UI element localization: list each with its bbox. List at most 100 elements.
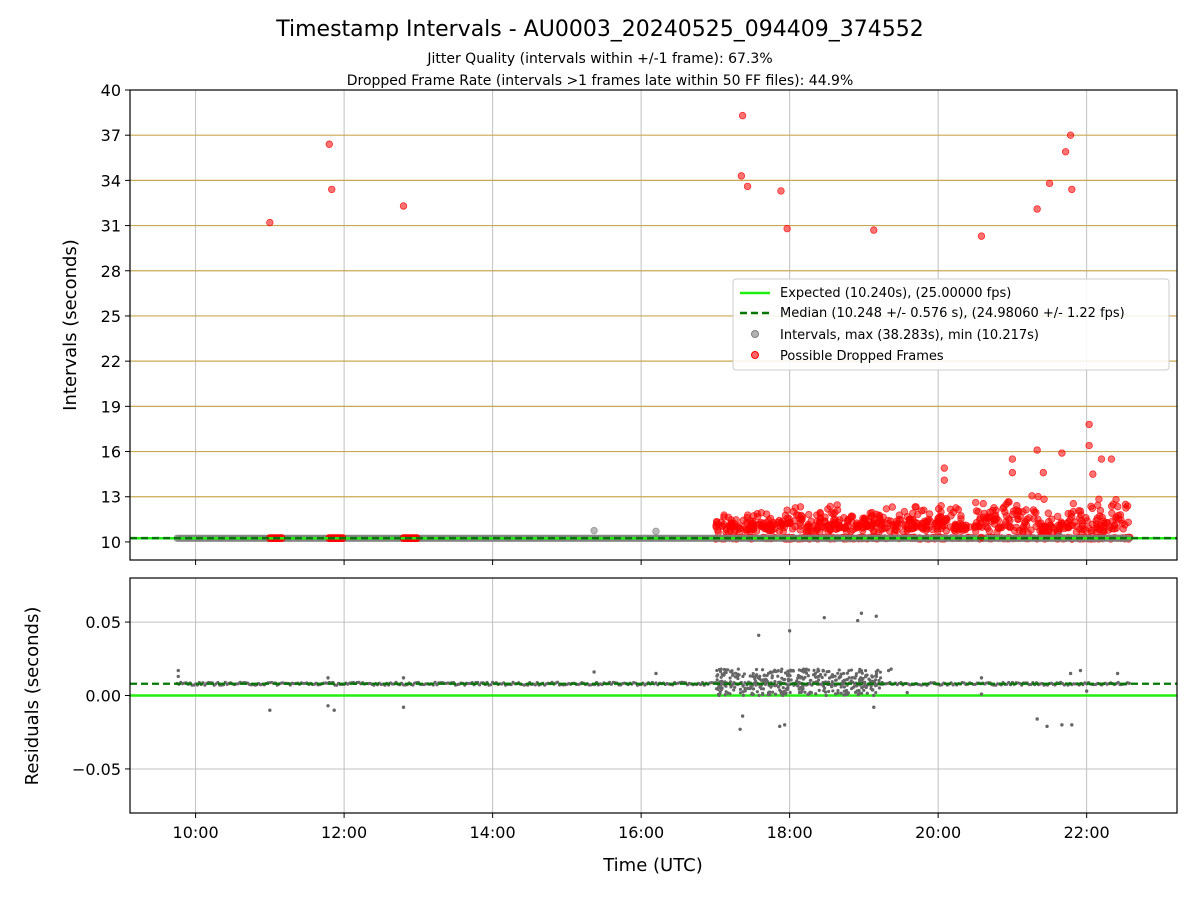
- residual-point: [1060, 723, 1064, 727]
- residual-point: [860, 691, 864, 695]
- dropped-frame-point: [1096, 521, 1104, 529]
- dropped-frame-point: [1002, 500, 1011, 508]
- residual-point: [719, 675, 723, 679]
- residual-point: [823, 686, 827, 690]
- residual-point: [733, 685, 737, 689]
- residual-point: [715, 678, 719, 682]
- residual-point: [740, 714, 745, 718]
- dropped-frame-point: [899, 527, 907, 536]
- dropped-frame-point: [1114, 502, 1122, 511]
- residual-point: [877, 678, 881, 683]
- residual-point: [839, 672, 843, 676]
- residual-point: [750, 692, 754, 696]
- dropped-frame-point: [859, 523, 867, 531]
- residual-point: [814, 680, 818, 684]
- residual-point: [731, 672, 735, 676]
- residual-point: [734, 671, 738, 675]
- residual-point: [1035, 717, 1039, 721]
- dropped-frame-point: [1122, 504, 1130, 512]
- residuals-ytick-label: −0.05: [72, 760, 121, 779]
- residual-point: [874, 614, 878, 618]
- dropped-frame-point: [753, 509, 761, 518]
- residual-point: [768, 693, 772, 697]
- residual-point: [1007, 680, 1011, 685]
- dropped-frame-point: [889, 520, 897, 529]
- residual-point: [728, 676, 732, 680]
- dropped-frame-point: [994, 524, 1003, 533]
- dropped-frame-point: [1068, 185, 1076, 194]
- dropped-frame-point: [1069, 499, 1078, 508]
- dropped-frame-point: [957, 512, 965, 520]
- dropped-frame-point: [943, 516, 951, 524]
- residual-point: [842, 693, 846, 697]
- residual-point: [834, 678, 838, 682]
- residual-point: [816, 667, 820, 671]
- residual-point: [905, 690, 909, 695]
- residual-point: [859, 677, 864, 682]
- residual-point: [738, 727, 742, 731]
- dropped-frame-point: [813, 511, 821, 519]
- residual-point: [853, 676, 857, 680]
- dropped-frame-point: [875, 511, 884, 520]
- dropped-frame-point: [979, 499, 987, 508]
- residual-point: [756, 633, 761, 637]
- residual-point: [761, 691, 765, 695]
- residual-point: [1068, 671, 1073, 676]
- residual-point: [743, 689, 747, 693]
- residual-point: [478, 683, 482, 687]
- residual-point: [433, 680, 437, 684]
- x-tick-label: 16:00: [618, 823, 664, 842]
- residual-point: [849, 679, 853, 683]
- residual-point: [812, 668, 816, 672]
- dropped-frame-point: [1054, 512, 1062, 521]
- residual-point: [716, 687, 720, 691]
- residual-point: [749, 684, 753, 688]
- residual-point: [847, 669, 851, 673]
- intervals-ytick-label: 19: [101, 397, 121, 416]
- intervals-axes-frame: [129, 89, 1178, 561]
- residual-point: [839, 691, 843, 695]
- residual-point: [862, 688, 866, 692]
- residual-point: [842, 678, 847, 683]
- residual-point: [748, 674, 752, 678]
- dropped-frame-point: [1022, 506, 1030, 514]
- residual-point: [769, 685, 773, 689]
- residual-point: [592, 670, 596, 674]
- residual-point: [719, 680, 724, 685]
- dropped-frame-point: [328, 185, 336, 194]
- dropped-frame-point: [940, 476, 949, 484]
- chart-subtitle-jitter: Jitter Quality (intervals within +/-1 fr…: [426, 51, 772, 67]
- residual-point: [857, 691, 861, 696]
- residual-point: [874, 683, 879, 687]
- dropped-frame-point: [1039, 468, 1048, 477]
- residual-point: [723, 693, 727, 697]
- dropped-frame-point: [961, 526, 970, 534]
- residuals-marks: [130, 611, 1177, 731]
- dropped-frame-point: [1046, 521, 1055, 529]
- x-tick-label: 18:00: [767, 823, 813, 842]
- dropped-frame-point: [947, 512, 955, 520]
- dropped-frame-point: [1013, 501, 1021, 510]
- residual-point: [823, 673, 827, 677]
- dropped-frame-point: [1008, 468, 1017, 477]
- intervals-ytick-label: 37: [101, 126, 121, 145]
- residual-point: [850, 686, 854, 691]
- residual-point: [724, 668, 729, 672]
- residual-point: [715, 668, 719, 673]
- residual-point: [814, 692, 818, 696]
- intervals-ytick-label: 28: [101, 262, 121, 281]
- dropped-frame-point: [1066, 131, 1075, 139]
- x-tick-label: 10:00: [173, 823, 219, 842]
- residual-point: [788, 690, 792, 695]
- interval-point: [652, 527, 660, 536]
- residual-point: [781, 693, 785, 698]
- intervals-ytick-label: 22: [101, 352, 121, 371]
- residual-point: [799, 675, 804, 679]
- residual-point: [836, 688, 840, 693]
- residual-point: [751, 687, 756, 691]
- residual-point: [796, 684, 800, 688]
- dropped-frame-point: [798, 516, 806, 524]
- dropped-frame-point: [1099, 528, 1108, 536]
- residual-point: [878, 670, 883, 674]
